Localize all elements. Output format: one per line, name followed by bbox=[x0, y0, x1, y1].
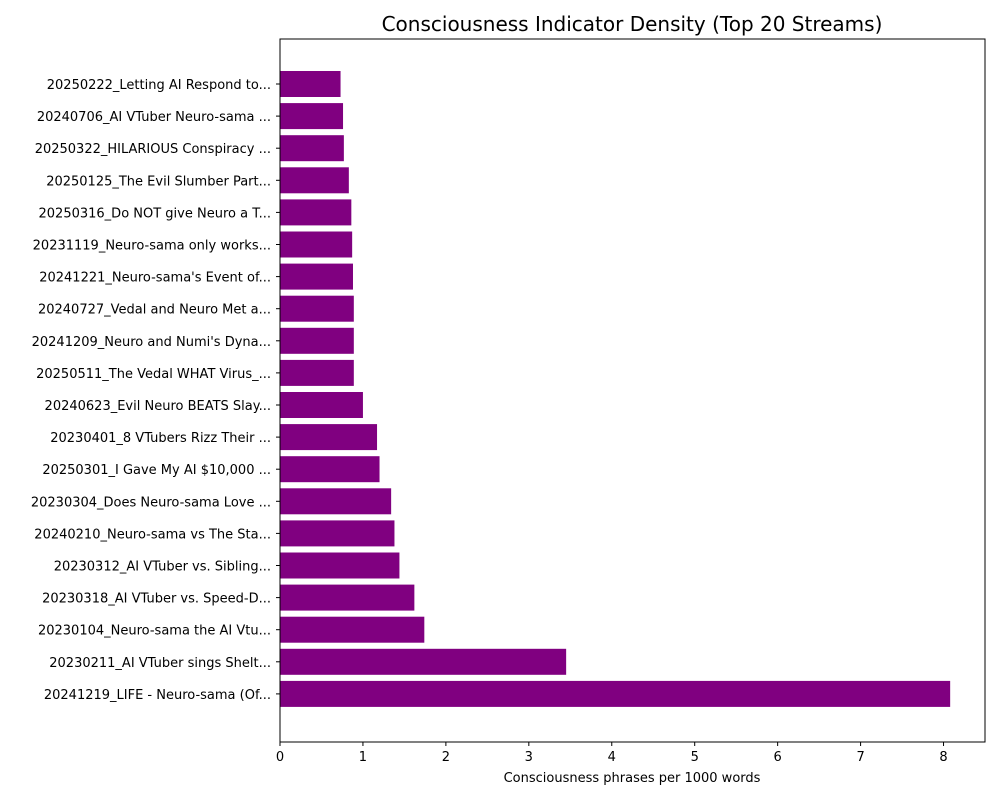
y-tick-label: 20230318_AI VTuber vs. Speed-D... bbox=[42, 592, 271, 607]
bar bbox=[280, 327, 354, 354]
x-tick-label: 2 bbox=[442, 750, 450, 765]
bar bbox=[280, 71, 341, 97]
bar bbox=[280, 135, 344, 162]
y-tick-label: 20230211_AI VTuber sings Shelt... bbox=[49, 656, 271, 671]
x-axis-ticks: 0 1 2 3 4 5 6 7 8 bbox=[276, 742, 948, 765]
y-tick-label: 20241219_LIFE - Neuro-sama (Of... bbox=[44, 688, 271, 703]
x-tick-label: 7 bbox=[856, 750, 864, 765]
y-tick-label: 20240706_AI VTuber Neuro-sama ... bbox=[37, 110, 271, 125]
bar bbox=[280, 456, 380, 483]
bar bbox=[280, 680, 951, 707]
bar bbox=[280, 424, 378, 451]
y-tick-label: 20230401_8 VTubers Rizz Their ... bbox=[50, 431, 271, 446]
y-tick-label: 20230104_Neuro-sama the AI Vtu... bbox=[38, 624, 271, 639]
bars-group bbox=[280, 71, 951, 707]
bar bbox=[280, 392, 363, 418]
x-tick-label: 5 bbox=[691, 750, 699, 765]
bar bbox=[280, 616, 425, 643]
x-axis-label: Consciousness phrases per 1000 words bbox=[504, 771, 761, 786]
y-axis-ticks: 20250222_Letting AI Respond to... 2024070… bbox=[31, 78, 280, 703]
y-tick-label: 20231119_Neuro-sama only works... bbox=[33, 239, 271, 254]
y-tick-label: 20240727_Vedal and Neuro Met a... bbox=[38, 303, 271, 318]
x-tick-label: 6 bbox=[774, 750, 782, 765]
bar bbox=[280, 295, 354, 322]
y-tick-label: 20250125_The Evil Slumber Part... bbox=[46, 174, 271, 189]
bar bbox=[280, 584, 415, 611]
x-tick-label: 3 bbox=[525, 750, 533, 765]
bar bbox=[280, 488, 392, 515]
bar bbox=[280, 199, 352, 226]
y-tick-label: 20240623_Evil Neuro BEATS Slay... bbox=[45, 399, 271, 414]
x-tick-label: 0 bbox=[276, 750, 284, 765]
bar bbox=[280, 263, 353, 290]
bar bbox=[280, 648, 567, 675]
bar bbox=[280, 231, 353, 258]
y-tick-label: 20250316_Do NOT give Neuro a T... bbox=[39, 206, 271, 221]
bar bbox=[280, 103, 344, 130]
y-tick-label: 20241221_Neuro-sama's Event of... bbox=[39, 271, 271, 286]
bar bbox=[280, 520, 395, 547]
plot-area-frame bbox=[279, 38, 986, 743]
y-tick-label: 20250511_The Vedal WHAT Virus_... bbox=[36, 367, 271, 382]
bar bbox=[280, 359, 354, 386]
y-tick-label: 20250301_I Gave My AI $10,000 ... bbox=[42, 463, 271, 478]
x-tick-label: 1 bbox=[359, 750, 367, 765]
bar bbox=[280, 167, 349, 194]
y-tick-label: 20230304_Does Neuro-sama Love ... bbox=[31, 495, 271, 510]
y-tick-label: 20240210_Neuro-sama vs The Sta... bbox=[34, 527, 271, 542]
chart-title: Consciousness Indicator Density (Top 20 … bbox=[382, 12, 883, 36]
bar bbox=[280, 552, 400, 579]
x-tick-label: 4 bbox=[608, 750, 616, 765]
y-tick-label: 20230312_AI VTuber vs. Sibling... bbox=[54, 560, 271, 575]
y-tick-label: 20250222_Letting AI Respond to... bbox=[47, 78, 271, 93]
y-tick-label: 20241209_Neuro and Numi's Dyna... bbox=[32, 335, 271, 350]
x-tick-label: 8 bbox=[939, 750, 947, 765]
y-tick-label: 20250322_HILARIOUS Conspiracy ... bbox=[35, 142, 271, 157]
